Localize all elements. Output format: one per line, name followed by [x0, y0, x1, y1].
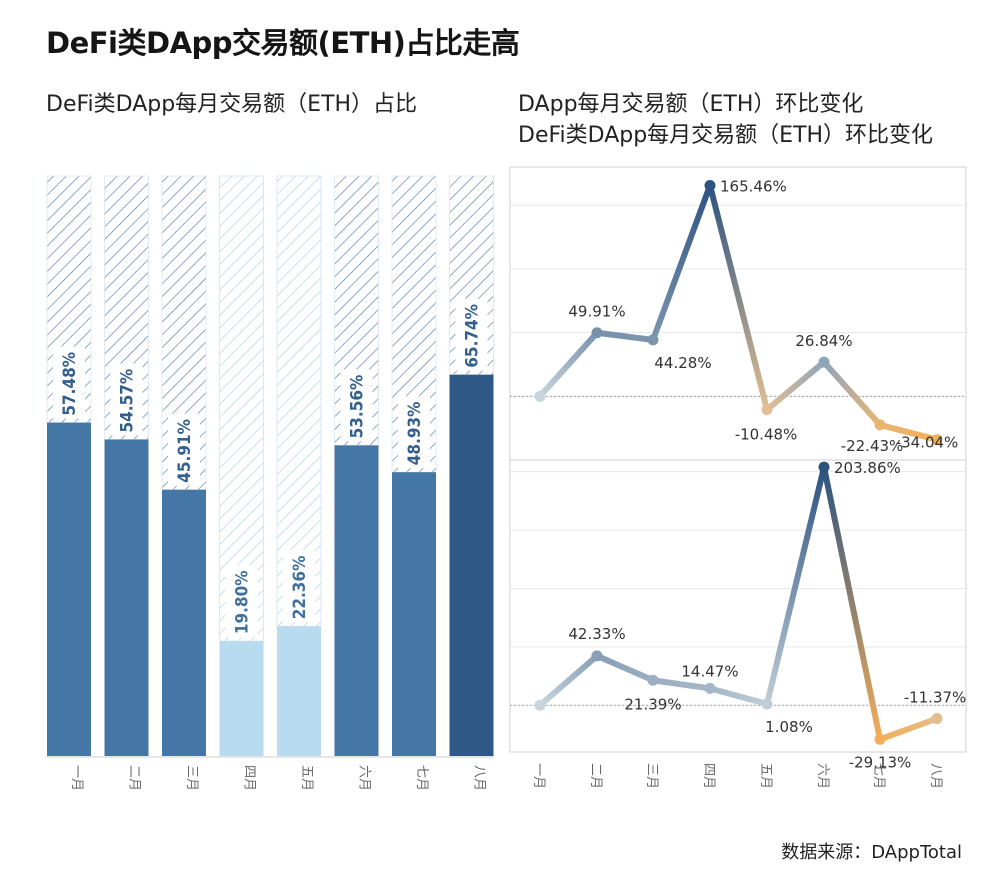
line-chart-dapp: 49.91% 44.28% 165.46% -10.48% 26.84% -22.43%-… [509, 166, 967, 461]
line-category-label-3: 三月 [644, 763, 659, 789]
line-point-7 [874, 419, 886, 431]
line-segment-6 [821, 359, 883, 428]
bar-value-label-3: 45.91% [175, 419, 195, 483]
bar-label-bg-1 [53, 346, 85, 419]
bar-8 [449, 374, 494, 756]
line-point-4 [704, 180, 716, 192]
bar-value-label-2: 54.57% [118, 369, 138, 433]
bar-value-label-6: 53.56% [348, 375, 368, 439]
bar-category-label-2: 二月 [127, 765, 142, 791]
bar-label-bg-8 [455, 298, 488, 371]
line-point-8 [931, 713, 943, 725]
line-point-6 [818, 461, 830, 473]
line-segment-5 [764, 464, 827, 708]
line-value-label-5: 1.08% [765, 718, 813, 736]
bar-1 [47, 422, 91, 756]
line-point-5 [761, 404, 773, 416]
line-point-8 [931, 434, 943, 446]
line-value-label-6: 26.84% [795, 332, 852, 350]
line-point-1 [534, 390, 546, 402]
bar-value-label-8: 65.74% [463, 304, 483, 368]
bar-empty-4 [219, 175, 264, 642]
line-value-label-8: -34.04% [896, 434, 959, 452]
bar-label-bg-3 [168, 413, 200, 486]
bar-value-label-4: 19.80% [233, 570, 253, 634]
bar-6 [334, 445, 379, 756]
line-segment-3 [650, 182, 713, 343]
bar-label-bg-2 [110, 363, 143, 436]
bar-category-label-7: 七月 [414, 765, 429, 791]
right-bottom-chart-title: DeFi类DApp每月交易额（ETH）环比变化 [518, 123, 934, 148]
line-category-label-4: 四月 [701, 763, 716, 789]
line-point-5 [761, 698, 773, 710]
line-value-label-3: 21.39% [624, 695, 681, 713]
line-point-3 [647, 674, 659, 686]
line-category-label-2: 二月 [588, 763, 603, 789]
line-segment-2 [594, 652, 656, 684]
line-value-label-7: -29.13% [849, 753, 912, 771]
line-value-label-3: 44.28% [654, 354, 711, 372]
line-segment-5 [764, 359, 827, 413]
line-segment-6 [821, 464, 883, 743]
left-chart-title: DeFi类DApp每月交易额（ETH）占比 [46, 92, 418, 117]
bar-label-bg-7 [398, 396, 430, 469]
bar-category-label-8: 八月 [472, 765, 487, 791]
page-title: DeFi类DApp交易额(ETH)占比走高 [46, 26, 520, 60]
line-segment-1 [537, 652, 600, 709]
line-point-6 [818, 356, 830, 368]
line-chart-defi: 42.33% 21.39%14.47% 1.08% 203.86% -29.13% -11… [509, 459, 967, 789]
bar-label-bg-6 [340, 369, 373, 442]
line-value-label-8: -11.37% [904, 689, 967, 707]
line-category-label-6: 六月 [815, 763, 830, 789]
line-value-label-4: 165.46% [720, 178, 787, 196]
line-point-2 [591, 327, 603, 339]
bar-label-bg-4 [225, 565, 258, 638]
plot-frame [509, 459, 967, 753]
line-value-label-7: -22.43% [841, 437, 904, 455]
line-segment-4 [707, 182, 770, 413]
line-segment-2 [594, 329, 656, 343]
bar-label-bg-5 [283, 550, 315, 623]
line-category-label-7: 七月 [871, 763, 886, 789]
line-category-label-8: 八月 [928, 763, 943, 789]
line-segment-7 [877, 715, 940, 743]
line-point-4 [704, 682, 716, 694]
line-category-label-1: 一月 [531, 763, 546, 789]
line-point-3 [647, 334, 659, 346]
line-point-1 [534, 699, 546, 711]
line-value-label-4: 14.47% [681, 662, 738, 680]
bar-value-label-5: 22.36% [290, 556, 310, 620]
right-top-chart-title: DApp每月交易额（ETH）环比变化 [518, 92, 864, 117]
bar-2 [104, 439, 149, 756]
line-value-label-2: 49.91% [568, 303, 625, 321]
line-segment-4 [707, 685, 770, 708]
line-value-label-6: 203.86% [834, 459, 901, 477]
bar-category-label-5: 五月 [299, 765, 314, 791]
bar-category-label-4: 四月 [242, 765, 257, 791]
line-value-label-2: 42.33% [568, 625, 625, 643]
bar-value-label-1: 57.48% [60, 352, 80, 416]
line-value-label-5: -10.48% [735, 426, 798, 444]
bar-5 [277, 626, 321, 756]
line-category-label-5: 五月 [758, 763, 773, 789]
line-point-2 [591, 650, 603, 662]
bar-category-label-1: 一月 [69, 765, 84, 791]
line-segment-7 [877, 421, 940, 443]
source-note: 数据来源：DAppTotal [781, 842, 962, 863]
bar-value-label-7: 48.93% [405, 402, 425, 466]
bar-category-label-6: 六月 [357, 765, 372, 791]
bar-chart: 57.48% 一月 54.57% 二月 45.91% 三月 19.80% 四月 22.36% 五月… [45, 175, 494, 791]
line-segment-3 [650, 677, 713, 692]
line-point-7 [874, 733, 886, 745]
bar-category-label-3: 三月 [184, 765, 199, 791]
line-segment-1 [537, 329, 600, 400]
bar-7 [392, 472, 436, 756]
bar-3 [162, 489, 206, 756]
bar-4 [219, 641, 264, 756]
